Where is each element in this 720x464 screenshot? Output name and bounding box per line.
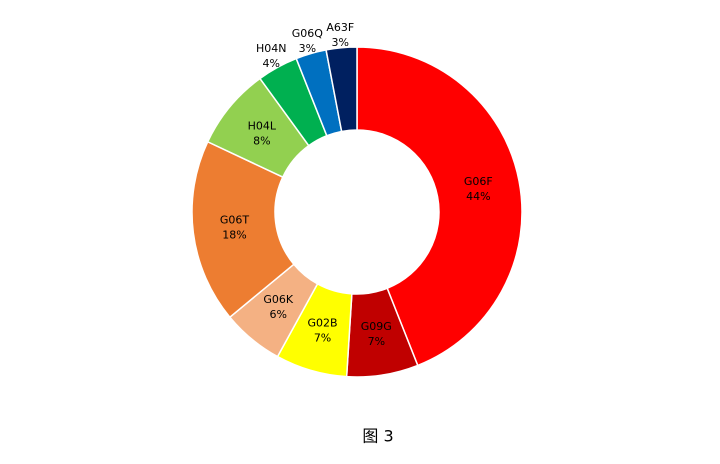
segment-label: H04L [248,119,277,132]
value-label: 8% [253,134,270,147]
donut-segment [191,140,295,319]
value-label: 18% [222,228,246,241]
donut-segment [325,46,358,133]
segment-label: G02B [308,317,338,330]
segment-label: H04N [256,42,287,55]
donut-segment [356,46,523,367]
segment-label: G06T [220,213,250,226]
segment-label: G06K [263,293,294,306]
segment-label: G06F [464,175,493,188]
value-label: 3% [332,36,349,49]
segment-label: A63F [326,21,354,34]
value-label: 6% [270,308,287,321]
value-label: 7% [314,332,331,345]
value-label: 4% [263,57,280,70]
value-label: 7% [368,335,385,348]
caption: 图 3 [362,427,393,446]
value-label: 3% [299,42,316,55]
segment-label: G09G [361,320,392,333]
segment-label: G06Q [292,27,324,40]
value-label: 44% [466,190,490,203]
